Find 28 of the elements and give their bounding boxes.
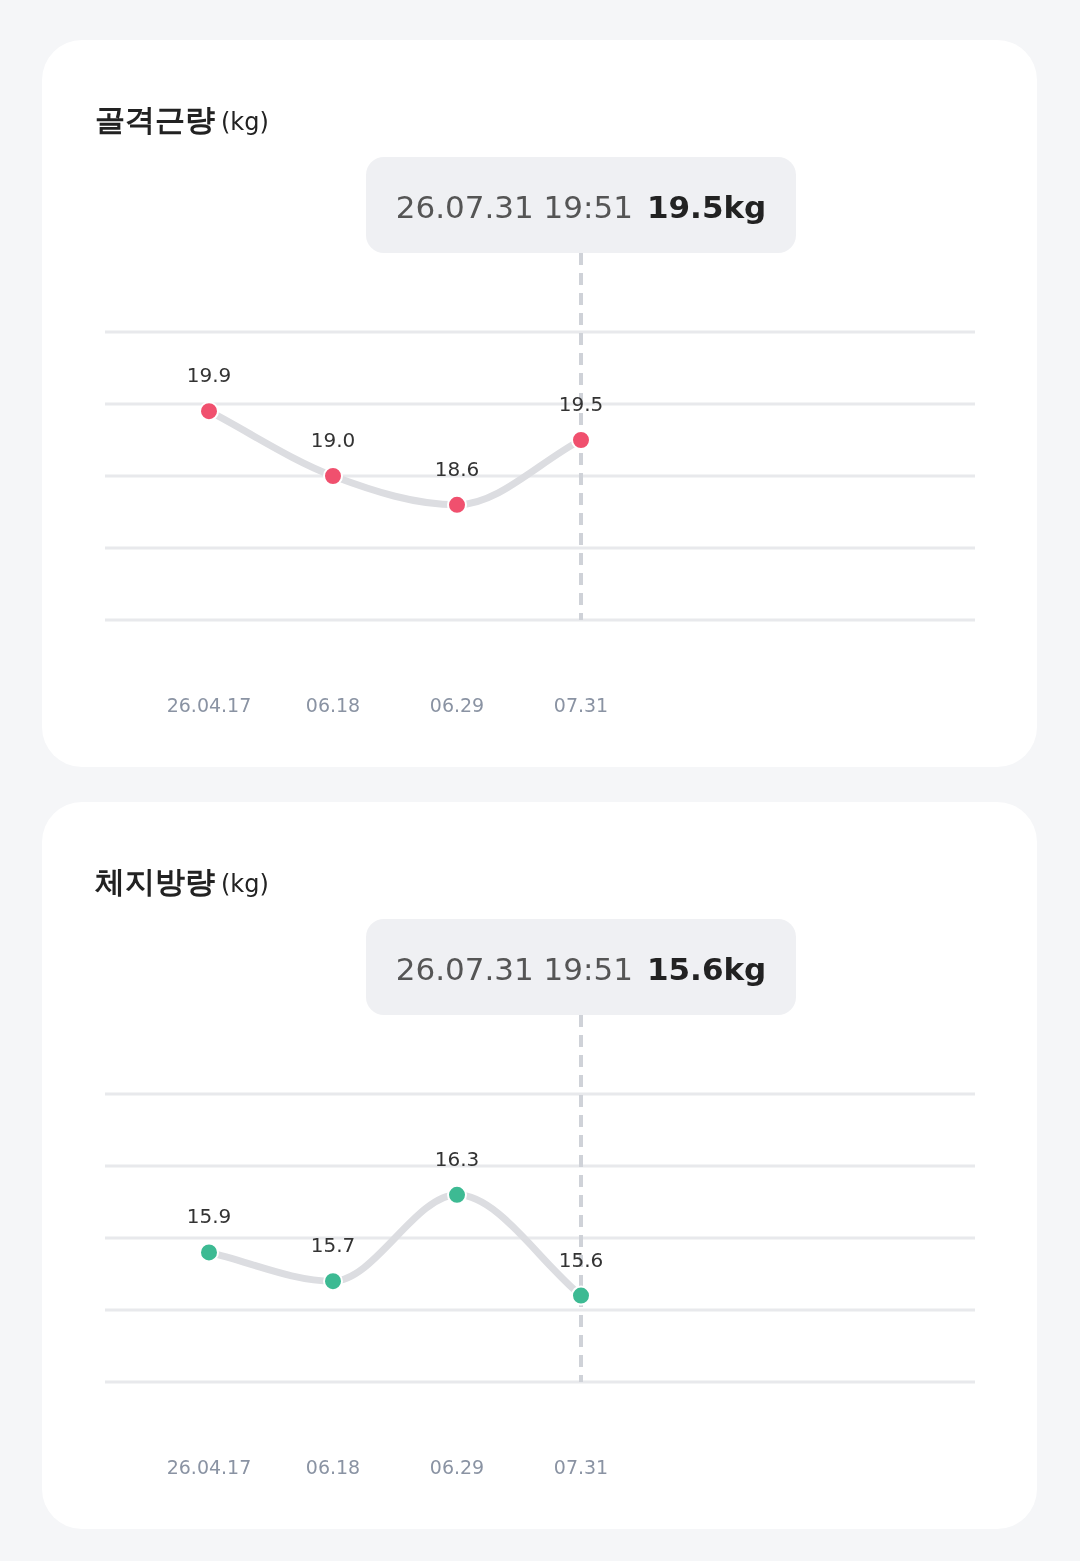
point bbox=[571, 430, 591, 450]
chart-title: 체지방량 (kg) bbox=[95, 864, 269, 899]
data-label: 18.6 bbox=[434, 456, 480, 481]
point bbox=[447, 494, 467, 515]
x-tick-label: 07.31 bbox=[553, 694, 609, 716]
data-label: 19.5 bbox=[558, 392, 604, 416]
ref-line-label: 26.07.31 19:51 19.5kg bbox=[395, 189, 767, 225]
data-label: 19.9 bbox=[186, 363, 232, 388]
data-label: 15.7 bbox=[310, 1233, 356, 1258]
point bbox=[323, 466, 343, 486]
x-tick-label: 26.04.17 bbox=[166, 1456, 252, 1478]
x-tick-label: 26.04.17 bbox=[166, 694, 252, 716]
x-tick-label: 06.18 bbox=[305, 694, 361, 716]
x-tick-label: 07.31 bbox=[553, 1456, 609, 1478]
data-label: 16.3 bbox=[434, 1146, 480, 1171]
data-label: 15.9 bbox=[186, 1204, 232, 1229]
data-label: 15.6 bbox=[558, 1247, 604, 1272]
x-tick-label: 06.29 bbox=[429, 1456, 485, 1478]
ref-line-label: 26.07.31 19:51 15.6kg bbox=[395, 951, 767, 987]
point bbox=[199, 1242, 219, 1263]
x-tick-label: 06.18 bbox=[305, 1456, 361, 1478]
data-label: 19.0 bbox=[310, 428, 356, 452]
point bbox=[447, 1184, 467, 1205]
x-tick-label: 06.29 bbox=[429, 694, 485, 716]
point bbox=[199, 401, 219, 422]
point bbox=[323, 1271, 343, 1292]
point bbox=[571, 1285, 591, 1306]
chart-title: 골격근량 (kg) bbox=[95, 102, 269, 137]
